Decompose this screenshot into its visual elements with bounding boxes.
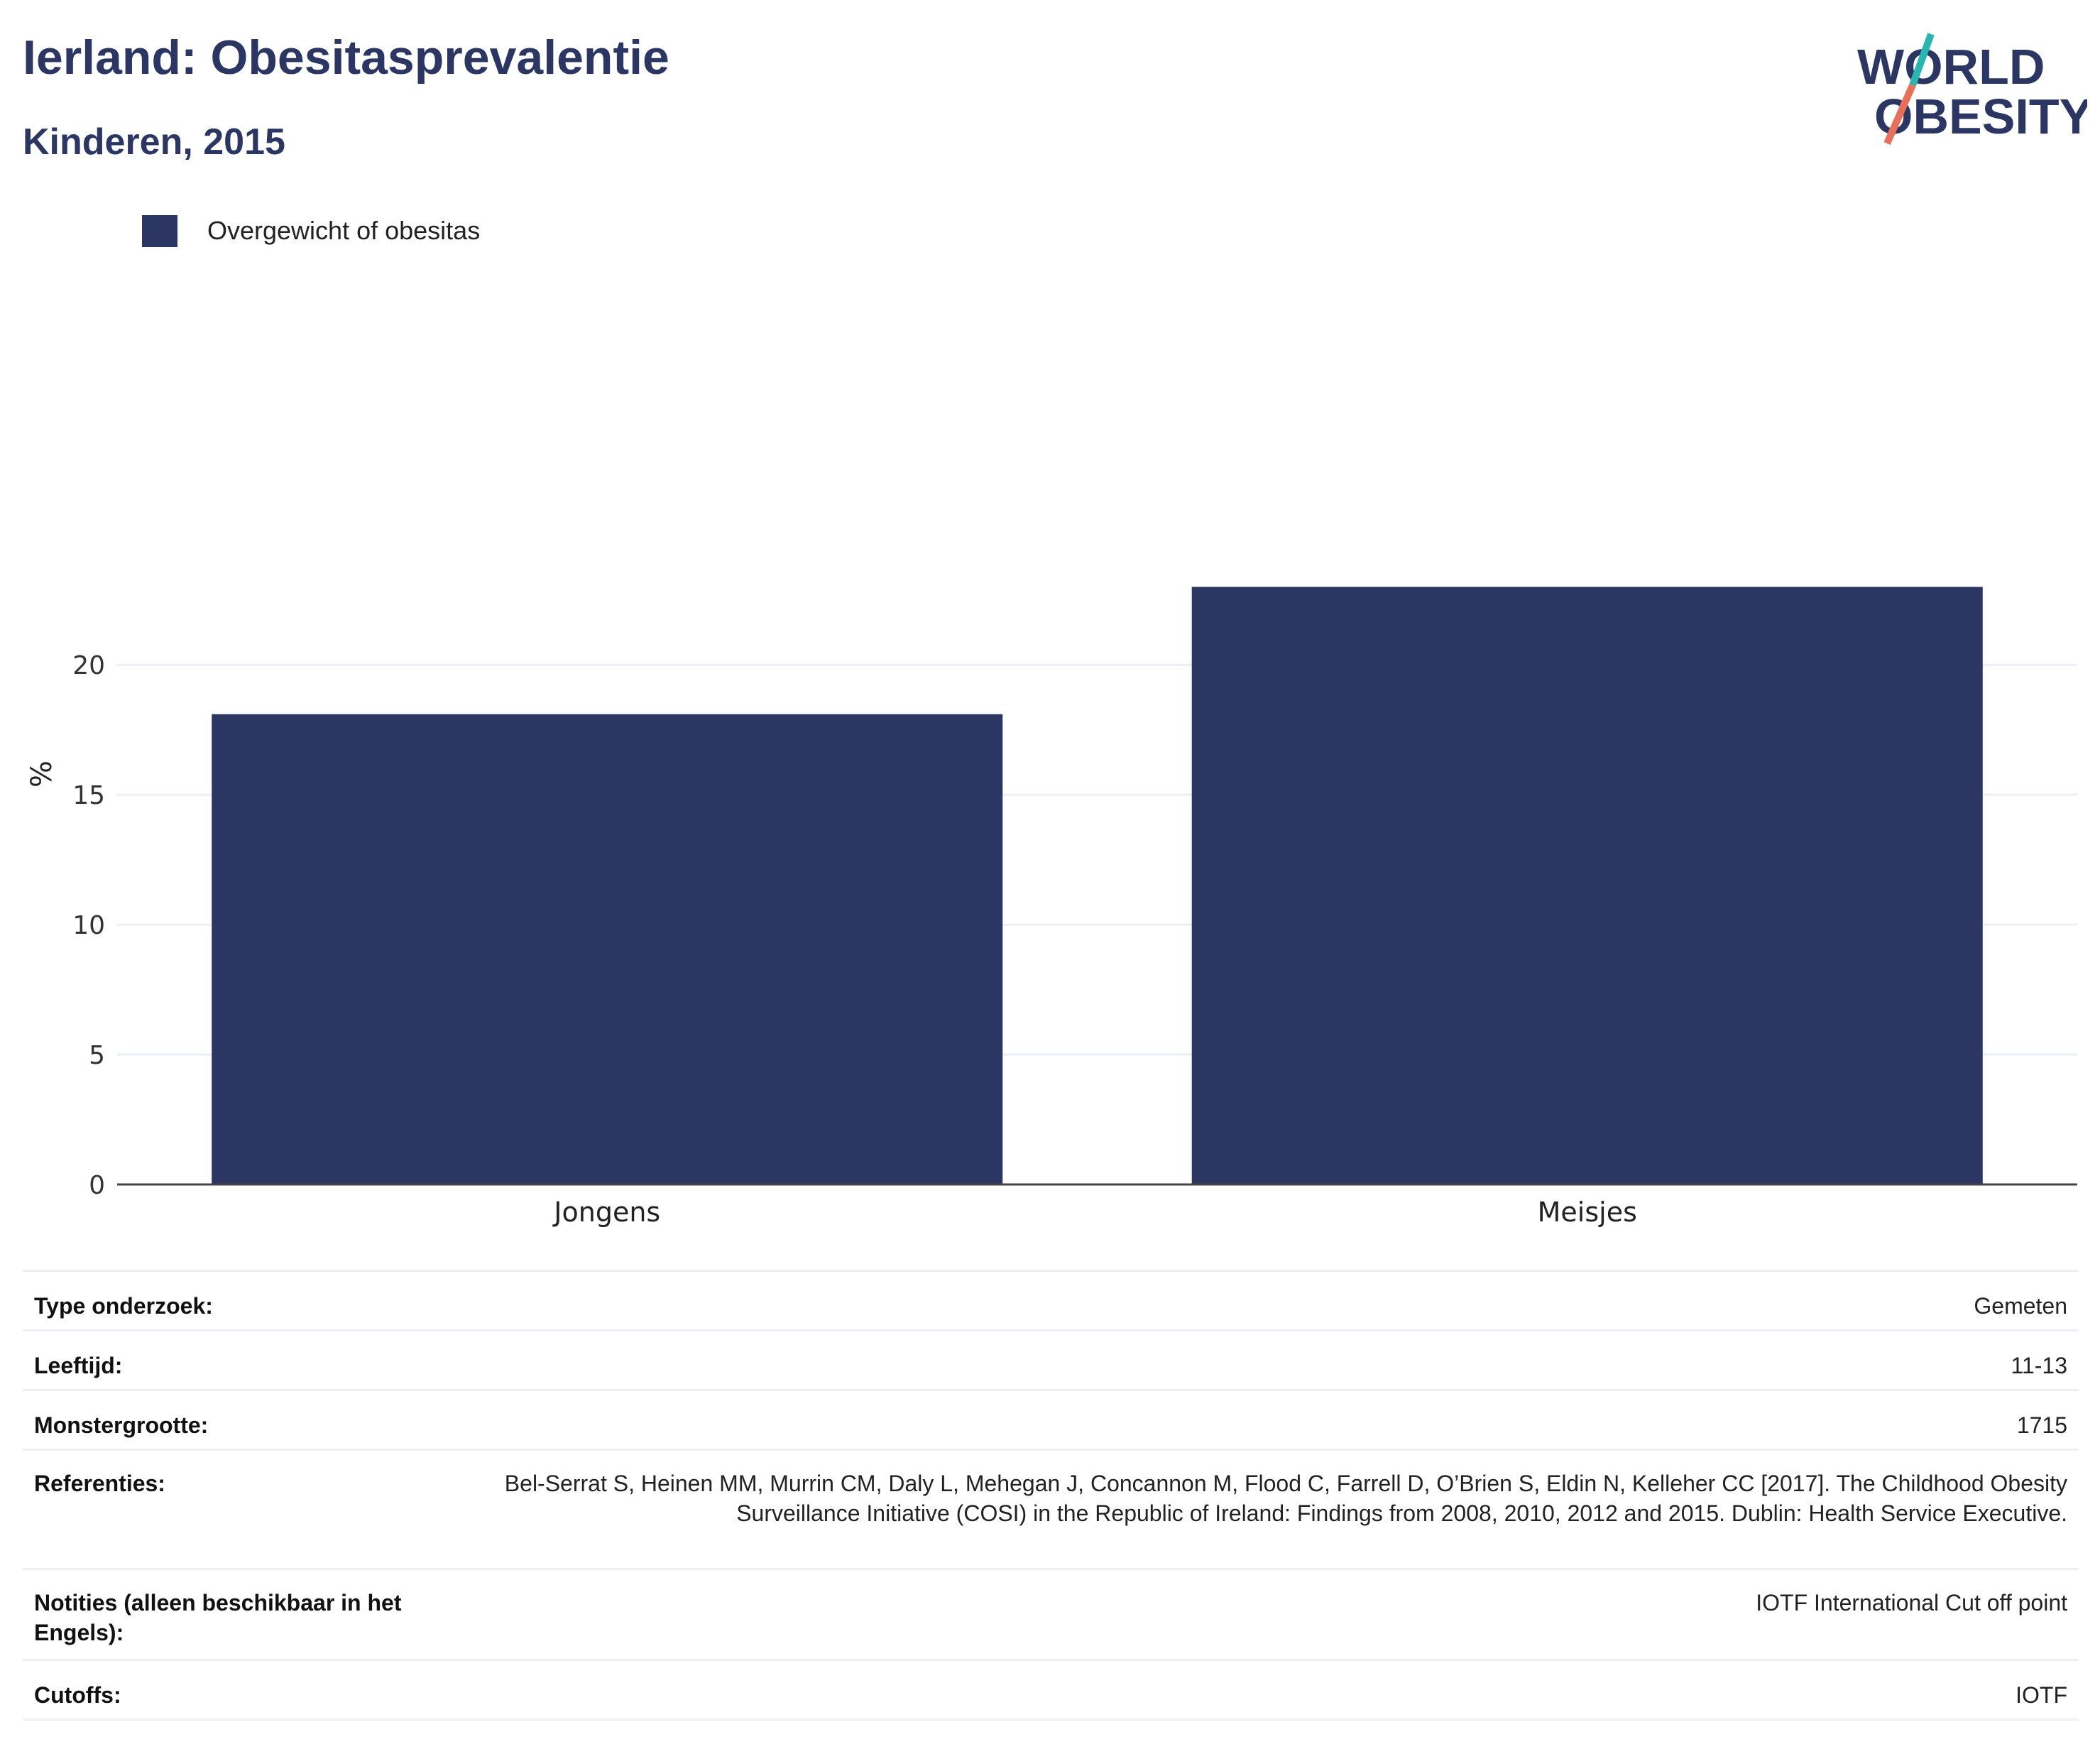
info-row: Cutoffs: IOTF: [23, 1659, 2079, 1721]
info-row: Notities (alleen beschikbaar in het Enge…: [23, 1568, 2079, 1660]
info-value: IOTF International Cut off point: [443, 1568, 2079, 1660]
page-title: Ierland: Obesitasprevalentie: [23, 31, 669, 85]
bar-meisjes: [1191, 587, 1983, 1184]
info-row: Monstergrootte: 1715: [23, 1389, 2079, 1450]
bar-chart: 0 5 10 15 20 Jongens Meisjes %: [26, 587, 2077, 1228]
info-key: Leeftijd:: [23, 1329, 443, 1390]
info-key: Type onderzoek:: [23, 1270, 443, 1331]
y-tick-label: 10: [72, 911, 105, 940]
y-axis-title: %: [26, 761, 58, 788]
y-tick-label: 20: [72, 651, 105, 680]
chart-legend: Overgewicht of obesitas: [142, 213, 480, 249]
y-tick-label: 15: [72, 781, 105, 810]
info-value: 1715: [443, 1389, 2079, 1450]
x-tick-label: Jongens: [552, 1197, 660, 1228]
logo-slash-top: [1909, 33, 1935, 87]
logo-text-line1: WORLD: [1857, 39, 2045, 94]
info-value: Gemeten: [443, 1270, 2079, 1331]
axis-layer: 0 5 10 15 20 Jongens Meisjes: [72, 651, 2077, 1228]
logo-slash-bottom: [1883, 83, 1916, 146]
x-tick-label: Meisjes: [1538, 1197, 1637, 1228]
info-value: Bel-Serrat S, Heinen MM, Murrin CM, Daly…: [443, 1449, 2079, 1569]
info-table: Type onderzoek: Gemeten Leeftijd: 11-13 Mons…: [23, 1270, 2079, 1721]
bar-jongens: [212, 714, 1003, 1184]
info-key: Notities (alleen beschikbaar in het Enge…: [23, 1568, 443, 1660]
info-key: Monstergrootte:: [23, 1389, 443, 1450]
info-value: 11-13: [443, 1329, 2079, 1390]
info-key: Cutoffs:: [23, 1659, 443, 1721]
info-row: Leeftijd: 11-13: [23, 1329, 2079, 1390]
bar-layer: [212, 587, 1983, 1184]
info-key: Referenties:: [23, 1449, 443, 1569]
y-tick-label: 5: [89, 1041, 105, 1070]
info-row: Referenties: Bel-Serrat S, Heinen MM, Mur…: [23, 1449, 2079, 1569]
world-obesity-logo: WORLD OBESITY: [1857, 33, 2087, 146]
info-value: IOTF: [443, 1659, 2079, 1721]
legend-swatch: [142, 214, 177, 247]
info-row: Type onderzoek: Gemeten: [23, 1270, 2079, 1331]
page-subtitle: Kinderen, 2015: [23, 121, 285, 163]
legend-label: Overgewicht of obesitas: [207, 216, 481, 245]
y-tick-label: 0: [89, 1171, 105, 1200]
